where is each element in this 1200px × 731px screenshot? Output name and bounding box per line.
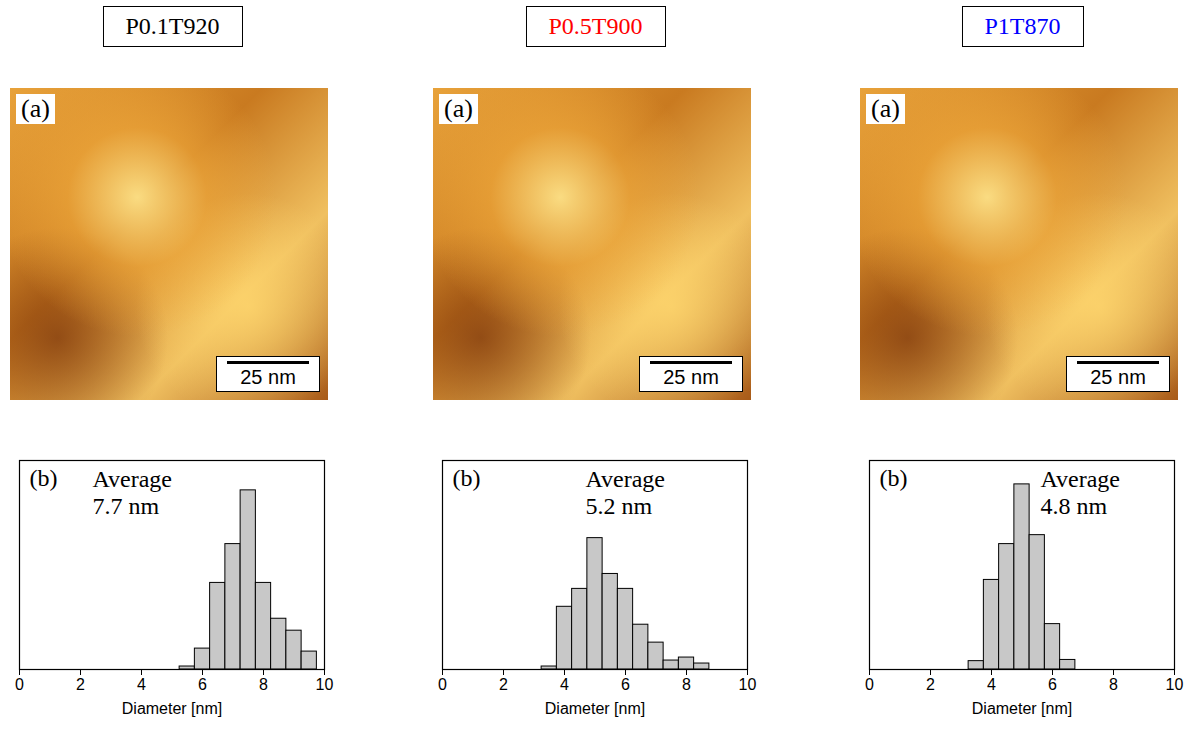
svg-text:8: 8 [1109, 676, 1118, 693]
svg-text:6: 6 [198, 676, 207, 693]
html-text:(a): (a) [444, 94, 473, 123]
svg-text:(b): (b) [453, 465, 481, 491]
svg-text:10: 10 [316, 676, 334, 693]
svg-text:(b): (b) [880, 465, 908, 491]
svg-text:2: 2 [926, 676, 935, 693]
html-text:25 nm: 25 nm [663, 366, 719, 388]
svg-text:(b): (b) [30, 465, 58, 491]
html-text:(a): (a) [21, 94, 50, 123]
svg-text:4: 4 [987, 676, 996, 693]
svg-text:Diameter [nm]: Diameter [nm] [545, 700, 645, 717]
svg-text:0: 0 [865, 676, 874, 693]
svg-text:10: 10 [1166, 676, 1184, 693]
svg-text:Diameter [nm]: Diameter [nm] [122, 700, 222, 717]
html-text:P1T870: P1T870 [984, 13, 1061, 39]
svg-text:8: 8 [259, 676, 268, 693]
svg-text:0: 0 [15, 676, 24, 693]
svg-text:8: 8 [682, 676, 691, 693]
svg-text:Average4.8 nm: Average4.8 nm [1041, 466, 1121, 518]
svg-text:Average5.2 nm: Average5.2 nm [586, 466, 666, 518]
html-text:P0.1T920: P0.1T920 [125, 13, 220, 39]
svg-text:Diameter [nm]: Diameter [nm] [972, 700, 1072, 717]
html-text:25 nm: 25 nm [1090, 366, 1146, 388]
svg-text:Average7.7 nm: Average7.7 nm [93, 466, 173, 518]
svg-text:0: 0 [438, 676, 447, 693]
svg-text:6: 6 [1048, 676, 1057, 693]
svg-text:2: 2 [499, 676, 508, 693]
html-text:25 nm: 25 nm [240, 366, 296, 388]
svg-text:2: 2 [76, 676, 85, 693]
html-text:P0.5T900: P0.5T900 [548, 13, 643, 39]
svg-text:6: 6 [621, 676, 630, 693]
svg-text:4: 4 [560, 676, 569, 693]
svg-text:10: 10 [739, 676, 757, 693]
svg-text:4: 4 [137, 676, 146, 693]
html-text:(a): (a) [871, 94, 900, 123]
